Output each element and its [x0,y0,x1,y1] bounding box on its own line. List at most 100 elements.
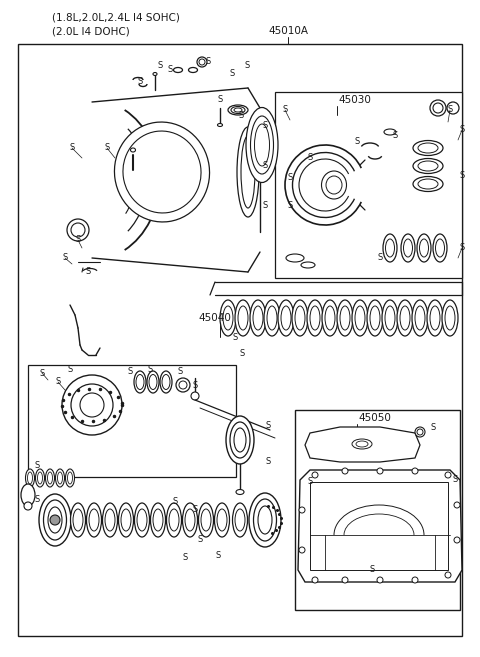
Text: S: S [182,553,188,562]
Ellipse shape [415,306,425,330]
Ellipse shape [173,68,182,72]
Circle shape [417,429,423,435]
Text: S: S [168,66,173,74]
Ellipse shape [430,306,440,330]
Ellipse shape [153,72,157,76]
Circle shape [299,547,305,553]
Text: S: S [265,457,271,466]
Text: S: S [62,254,68,263]
Text: S: S [67,365,72,374]
Ellipse shape [413,158,443,173]
Text: S: S [85,267,91,277]
Text: S: S [70,143,74,152]
Ellipse shape [281,306,291,330]
Text: (2.0L I4 DOHC): (2.0L I4 DOHC) [52,26,130,36]
Text: S: S [288,173,293,183]
Ellipse shape [89,509,99,531]
Ellipse shape [119,503,133,537]
Ellipse shape [48,507,62,533]
Text: S: S [240,350,245,359]
Ellipse shape [238,306,248,330]
Ellipse shape [286,254,304,262]
Ellipse shape [251,116,274,174]
Ellipse shape [278,300,294,336]
Ellipse shape [27,472,33,484]
Circle shape [412,468,418,474]
Ellipse shape [418,143,438,153]
Circle shape [50,515,60,525]
Ellipse shape [382,300,398,336]
Polygon shape [298,470,462,582]
Ellipse shape [310,306,320,330]
Ellipse shape [134,371,146,393]
Ellipse shape [56,469,64,487]
Text: 45040: 45040 [198,313,231,323]
Ellipse shape [65,469,74,487]
Bar [28,365,236,477]
Text: S: S [127,367,132,376]
Text: S: S [263,200,268,210]
Ellipse shape [217,124,223,127]
Ellipse shape [397,300,413,336]
Polygon shape [275,92,462,278]
Circle shape [299,507,305,513]
Ellipse shape [21,484,35,506]
Ellipse shape [237,127,259,217]
Text: S: S [288,200,293,210]
Ellipse shape [160,371,172,393]
Ellipse shape [44,500,67,540]
Text: S: S [216,551,221,560]
Ellipse shape [322,171,347,199]
Ellipse shape [258,506,272,534]
Ellipse shape [442,300,458,336]
Circle shape [454,502,460,508]
Circle shape [191,392,199,400]
Ellipse shape [355,306,365,330]
Text: S: S [39,369,45,378]
Text: S: S [377,254,383,263]
Ellipse shape [433,234,447,262]
Ellipse shape [412,300,428,336]
Ellipse shape [231,106,245,114]
Circle shape [447,102,459,114]
Text: S: S [232,334,238,342]
Ellipse shape [235,300,251,336]
Text: S: S [459,125,465,135]
Text: S: S [307,154,312,162]
Text: S: S [104,143,109,152]
Bar [310,482,448,570]
Ellipse shape [267,306,277,330]
Ellipse shape [253,306,263,330]
Ellipse shape [162,374,170,390]
Text: S: S [354,137,360,147]
Text: S: S [229,68,235,78]
Ellipse shape [103,503,118,537]
Ellipse shape [220,300,236,336]
Text: S: S [263,120,268,129]
Ellipse shape [105,509,115,531]
Circle shape [412,577,418,583]
Text: S: S [75,235,81,244]
Ellipse shape [217,509,227,531]
Ellipse shape [226,416,254,464]
Ellipse shape [370,306,380,330]
Ellipse shape [384,129,396,135]
Ellipse shape [264,300,280,336]
Ellipse shape [167,503,181,537]
Circle shape [342,468,348,474]
Circle shape [433,103,443,113]
Circle shape [71,384,113,426]
Circle shape [377,577,383,583]
Text: 45030: 45030 [338,95,371,105]
Ellipse shape [46,469,55,487]
Text: S: S [55,378,60,386]
Ellipse shape [153,509,163,531]
Ellipse shape [235,509,245,531]
Ellipse shape [223,306,233,330]
Ellipse shape [385,239,395,257]
Ellipse shape [250,300,266,336]
Ellipse shape [418,179,438,189]
Ellipse shape [356,441,368,447]
Circle shape [80,393,104,417]
Text: S: S [35,495,40,505]
